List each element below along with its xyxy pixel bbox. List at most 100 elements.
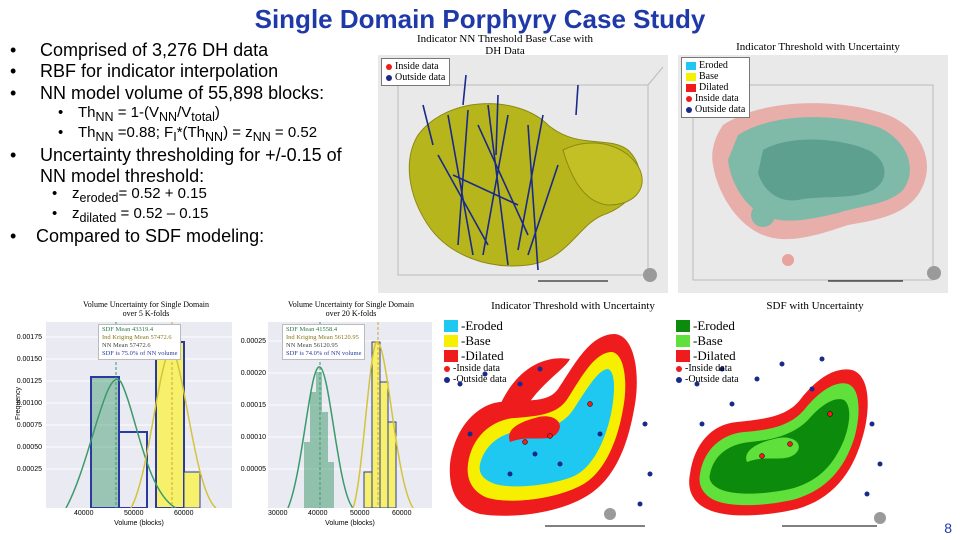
dilated-swatch xyxy=(686,83,696,92)
legend-label: Inside data xyxy=(695,93,739,104)
sdf-uncertainty-map-render xyxy=(689,356,886,527)
legend-entry: Ind Kriging Mean 56120.95 xyxy=(286,334,359,341)
caption-sdf-uncertainty: SDF with Uncertainty xyxy=(766,300,864,312)
legend-label: -Eroded xyxy=(693,317,735,333)
bullet-dot: • xyxy=(52,205,58,222)
slide-title: Single Domain Porphyry Case Study xyxy=(254,4,706,34)
histogram-5-kfolds: Volume Uncertainty for Single Domain ove… xyxy=(8,300,236,532)
legend-nn-base: Inside data Outside data xyxy=(381,58,451,86)
eroded-swatch xyxy=(676,319,690,332)
caption-indicator-uncertainty-2d: Indicator Threshold with Uncertainty xyxy=(491,300,655,312)
y-tick: 0.00075 xyxy=(16,422,42,429)
formula-z-dilated: zdilated = 0.52 – 0.15 xyxy=(72,205,209,225)
bullet-2: • RBF for indicator interpolation xyxy=(10,61,380,82)
inside-data-marker xyxy=(386,63,392,70)
eroded-swatch xyxy=(444,319,458,332)
legend-entry: Ind Kriging Mean 57472.6 xyxy=(102,334,172,341)
legend-label: -Dilated xyxy=(693,347,736,363)
bullet-1: • Comprised of 3,276 DH data xyxy=(10,40,380,61)
formula-z-nn: ThNN =0.88; FI*(ThNN) = zNN = 0.52 xyxy=(78,124,318,144)
indicator-uncertainty-map-render xyxy=(449,334,653,527)
nn-model-render xyxy=(397,62,664,282)
bullet-dot: • xyxy=(58,124,64,141)
y-tick: 0.00025 xyxy=(16,466,42,473)
bullet-dot: • xyxy=(10,61,17,81)
caption-indicator-uncertainty-3d: Indicator Threshold with Uncertainty xyxy=(736,41,900,53)
formula-th-nn: ThNN = 1-(VNN/Vtotal) xyxy=(78,104,220,124)
hist2-xlabel: Volume (blocks) xyxy=(325,520,375,527)
hist2-title-line2: over 20 K-folds xyxy=(325,309,377,318)
hist1-xlabel: Volume (blocks) xyxy=(114,520,164,527)
legend-label: -Base xyxy=(693,332,723,348)
y-tick: 0.00100 xyxy=(16,400,42,407)
inside-data-marker xyxy=(686,95,692,102)
eroded-swatch xyxy=(686,61,696,70)
bullet-dot: • xyxy=(10,145,17,165)
legend-label: -Outside data xyxy=(453,374,507,385)
base-swatch xyxy=(676,334,690,347)
sub-bullet-3: • zeroded= 0.52 + 0.15 xyxy=(52,185,372,207)
legend-entry: SDF Mean 43319.4 xyxy=(102,326,154,333)
legend-entry: SDF is 74.0% of NN volume xyxy=(286,350,362,357)
bullet-text: RBF for indicator interpolation xyxy=(40,61,279,81)
inside-data-marker xyxy=(444,365,450,372)
hist1-legend: SDF Mean 43319.4 Ind Kriging Mean 57472.… xyxy=(98,324,182,360)
bullet-dot: • xyxy=(10,83,17,103)
hist1-title-line1: Volume Uncertainty for Single Domain xyxy=(82,300,210,309)
y-tick: 0.00015 xyxy=(240,402,266,409)
base-swatch xyxy=(444,334,458,347)
sdf-uncertainty-map: -Eroded -Base -Dilated -Inside data -Out… xyxy=(672,314,898,536)
legend-entry: NN Mean 57472.6 xyxy=(102,342,151,349)
x-tick: 50000 xyxy=(124,510,144,517)
legend-entry: NN Mean 56120.95 xyxy=(286,342,338,349)
outside-data-marker xyxy=(676,376,682,383)
page-number: 8 xyxy=(944,520,952,536)
y-tick: 0.00050 xyxy=(16,444,42,451)
hist2-legend: SDF Mean 41558.4 Ind Kriging Mean 56120.… xyxy=(282,324,366,360)
hist2-title: Volume Uncertainty for Single Domain ove… xyxy=(266,300,436,318)
bullet-dot: • xyxy=(52,185,58,202)
y-tick: 0.00010 xyxy=(240,434,266,441)
legend-entry: SDF is 75.0% of NN volume xyxy=(102,350,178,357)
legend-label: Outside data xyxy=(395,72,446,83)
outside-data-marker xyxy=(444,376,450,383)
y-tick: 0.00175 xyxy=(16,334,42,341)
legend-indicator-2d: -Eroded -Base -Dilated -Inside data -Out… xyxy=(440,316,511,387)
bullet-dot: • xyxy=(58,104,64,121)
bullet-text: Uncertainty thresholding for +/-0.15 of … xyxy=(40,145,380,187)
legend-label: Outside data xyxy=(695,104,746,115)
outside-data-marker xyxy=(386,74,392,81)
legend-sdf-2d: -Eroded -Base -Dilated -Inside data -Out… xyxy=(672,316,743,387)
sub-bullet-2: • ThNN =0.88; FI*(ThNN) = zNN = 0.52 xyxy=(58,124,378,146)
dilated-swatch xyxy=(444,349,458,362)
x-tick: 60000 xyxy=(174,510,194,517)
bullet-text: NN model volume of 55,898 blocks: xyxy=(40,83,325,103)
hist1-ylabel: Frequency xyxy=(15,386,23,421)
outside-data-marker xyxy=(686,106,692,113)
hist1-title: Volume Uncertainty for Single Domain ove… xyxy=(56,300,236,318)
bullet-dot: • xyxy=(10,226,17,246)
bullet-text: Compared to SDF modeling: xyxy=(36,226,265,246)
y-tick: 0.00150 xyxy=(16,356,42,363)
hist1-y-axis: 0.00175 0.00150 0.00125 0.00100 0.00075 … xyxy=(8,322,42,502)
legend-label: -Inside data xyxy=(453,363,500,374)
bullet-line: Uncertainty thresholding for +/-0.15 of xyxy=(40,145,342,165)
x-tick: 50000 xyxy=(350,510,370,517)
y-tick: 0.00025 xyxy=(240,338,266,345)
base-swatch xyxy=(686,72,696,81)
indicator-uncertainty-map: -Eroded -Base -Dilated -Inside data -Out… xyxy=(440,314,668,536)
legend-entry: SDF Mean 41558.4 xyxy=(286,326,338,333)
x-tick: 40000 xyxy=(74,510,94,517)
legend-label: Inside data xyxy=(395,61,439,72)
formula-z-eroded: zeroded= 0.52 + 0.15 xyxy=(72,185,207,205)
legend-label: Base xyxy=(699,71,719,82)
caption-nn-base-case: Indicator NN Threshold Base Case with DH… xyxy=(416,33,594,57)
histogram-20-kfolds: Volume Uncertainty for Single Domain ove… xyxy=(236,300,436,532)
y-tick: 0.00125 xyxy=(16,378,42,385)
sub-bullet-4: • zdilated = 0.52 – 0.15 xyxy=(52,205,372,227)
x-tick: 40000 xyxy=(308,510,328,517)
bullet-4: • Uncertainty thresholding for +/-0.15 o… xyxy=(10,145,380,187)
hist1-title-line2: over 5 K-folds xyxy=(122,309,170,318)
hist2-title-line1: Volume Uncertainty for Single Domain xyxy=(287,300,415,309)
hist2-y-axis: 0.00025 0.00020 0.00015 0.00010 0.00005 xyxy=(236,322,266,502)
